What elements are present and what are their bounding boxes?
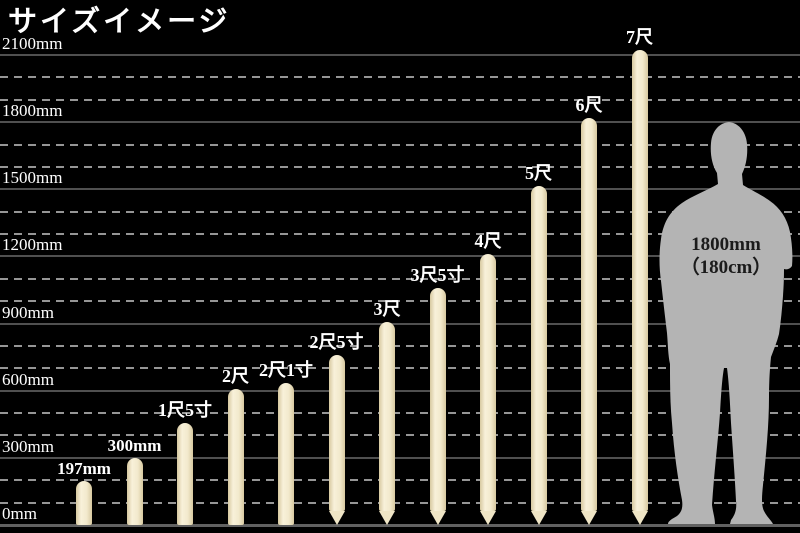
stake-label: 3尺5寸 bbox=[410, 264, 465, 285]
stake-label: 6尺 bbox=[575, 95, 603, 116]
y-axis-label: 300mm bbox=[2, 436, 54, 456]
stake-pointed-tip bbox=[581, 510, 597, 525]
stake-label: 197mm bbox=[57, 458, 111, 478]
gridline-dashed bbox=[0, 367, 800, 370]
gridline-dashed bbox=[0, 277, 800, 280]
stake-label: 1尺5寸 bbox=[158, 400, 212, 421]
y-axis-label: 1500mm bbox=[2, 168, 63, 188]
stake-body bbox=[76, 480, 92, 525]
stake-bar bbox=[631, 50, 648, 525]
stake-bar bbox=[379, 321, 395, 525]
stake-label: 2尺5寸 bbox=[309, 332, 364, 353]
stake-body bbox=[530, 185, 547, 511]
stake-bar bbox=[126, 457, 143, 525]
figure-height-cm: （180cm） bbox=[680, 257, 772, 278]
stake-label: 3尺 bbox=[373, 298, 401, 319]
stake-body bbox=[480, 253, 496, 511]
human-silhouette-shape bbox=[659, 122, 793, 524]
gridline-solid bbox=[0, 524, 800, 527]
gridline-dashed bbox=[0, 165, 800, 168]
gridline-dashed bbox=[0, 344, 800, 347]
stake-body bbox=[177, 423, 193, 525]
stake-bar bbox=[429, 287, 446, 525]
human-silhouette: 1800mm （180cm） bbox=[656, 121, 796, 525]
gridline-solid bbox=[0, 322, 800, 325]
gridline-solid bbox=[0, 389, 800, 392]
stake-label: 7尺 bbox=[626, 27, 653, 48]
stake-pointed-tip bbox=[328, 510, 345, 525]
figure-height-mm: 1800mm bbox=[691, 234, 761, 255]
stake-pointed-tip bbox=[429, 510, 446, 525]
stake-body bbox=[379, 321, 395, 511]
gridline-solid bbox=[0, 54, 800, 56]
y-axis-label: 1200mm bbox=[2, 235, 63, 255]
stake-bar bbox=[328, 355, 345, 525]
stake-pointed-tip bbox=[631, 510, 648, 525]
stake-label: 4尺 bbox=[474, 230, 502, 251]
gridline-dashed bbox=[0, 76, 800, 79]
stake-body bbox=[328, 355, 345, 511]
stake-body bbox=[278, 382, 294, 525]
stake-bar bbox=[278, 382, 294, 525]
gridline-dashed bbox=[0, 434, 800, 437]
gridline-solid bbox=[0, 121, 800, 124]
stake-label: 5尺 bbox=[525, 162, 552, 183]
stake-label: 300mm bbox=[107, 435, 162, 455]
stake-label: 2尺1寸 bbox=[259, 359, 313, 380]
human-silhouette-svg bbox=[659, 122, 793, 524]
gridline-solid bbox=[0, 255, 800, 258]
gridline-dashed bbox=[0, 412, 800, 415]
gridline-dashed bbox=[0, 501, 800, 504]
stake-bar bbox=[581, 118, 597, 525]
stake-bar bbox=[76, 480, 92, 525]
stake-pointed-tip bbox=[480, 510, 496, 525]
y-axis-label: 2100mm bbox=[2, 34, 63, 53]
gridline-dashed bbox=[0, 300, 800, 303]
stake-body bbox=[227, 389, 244, 525]
page-title: サイズイメージ bbox=[8, 6, 231, 38]
gridline-dashed bbox=[0, 210, 800, 213]
gridline-solid bbox=[0, 456, 800, 459]
y-axis-label: 0mm bbox=[2, 504, 37, 523]
stake-bar bbox=[480, 253, 496, 525]
stake-bar bbox=[530, 185, 547, 525]
gridline-dashed bbox=[0, 98, 800, 101]
gridline-solid bbox=[0, 188, 800, 191]
figure-height-label: 1800mm （180cm） bbox=[656, 233, 796, 279]
stake-body bbox=[429, 287, 446, 511]
y-axis-label: 1800mm bbox=[2, 101, 63, 121]
stake-bar bbox=[227, 389, 244, 525]
gridline-dashed bbox=[0, 233, 800, 236]
stake-bar bbox=[177, 423, 193, 525]
stake-body bbox=[581, 118, 597, 511]
stake-label: 2尺 bbox=[222, 366, 249, 387]
y-axis-label: 900mm bbox=[2, 302, 54, 322]
y-axis-label: 600mm bbox=[2, 369, 54, 389]
stake-body bbox=[126, 457, 143, 525]
gridline-dashed bbox=[0, 143, 800, 146]
stake-pointed-tip bbox=[379, 510, 395, 525]
stake-body bbox=[631, 50, 648, 511]
gridline-dashed bbox=[0, 479, 800, 482]
stake-pointed-tip bbox=[530, 510, 547, 525]
